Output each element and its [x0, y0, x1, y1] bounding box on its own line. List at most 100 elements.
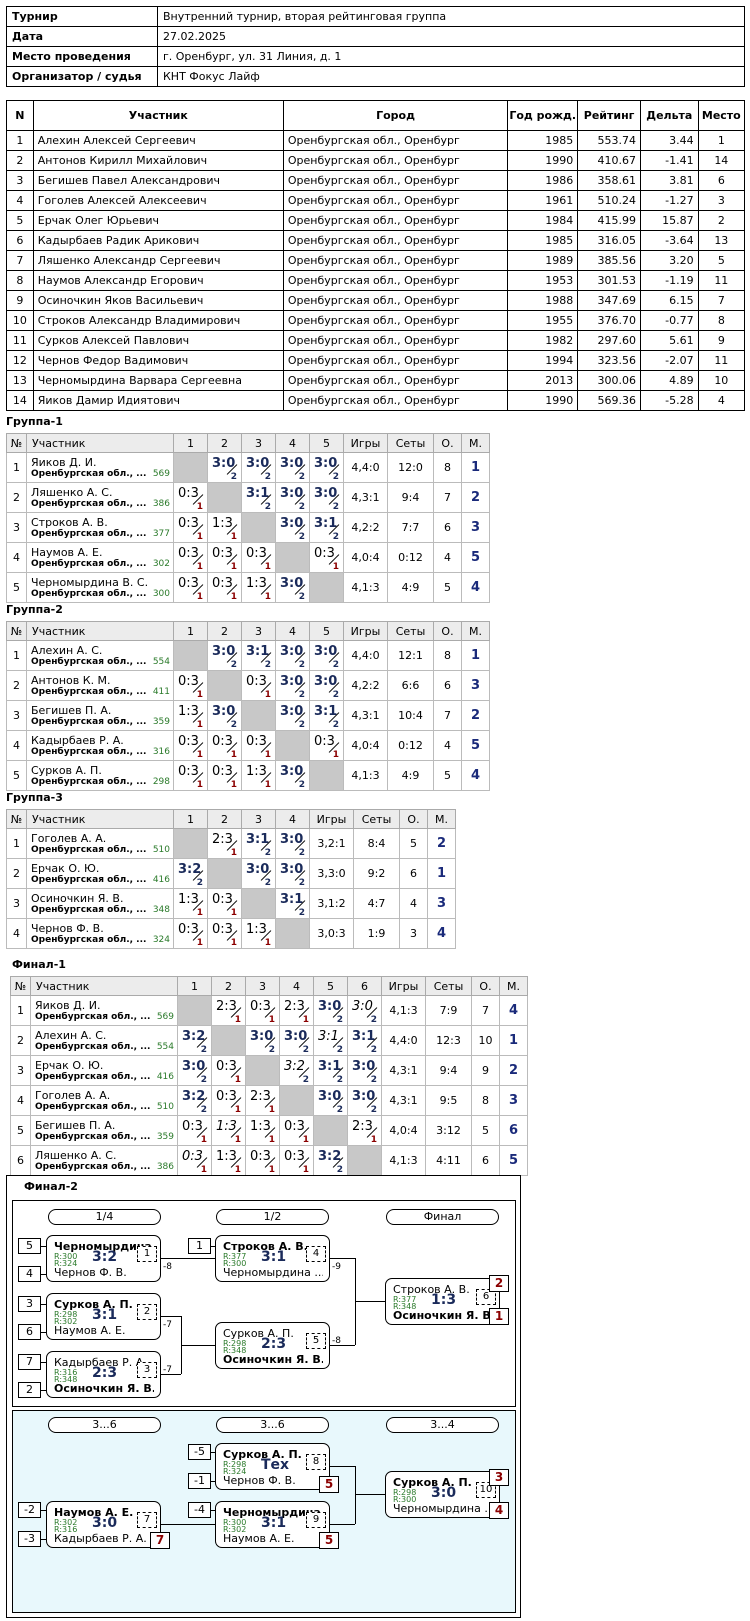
score-cell: 3:0 2	[241, 858, 276, 889]
cell-participant: Яиков Д. И. Оренбургская обл., ... 569	[26, 452, 174, 483]
player-city: Оренбургская обл., ...	[35, 1162, 151, 1172]
score-points: 1	[332, 750, 339, 760]
header-games: Игры	[309, 809, 354, 829]
player-b-name: Чернов Ф. В.	[54, 1266, 127, 1279]
cell-sets: 0:12	[387, 730, 434, 761]
score-points: 2	[264, 878, 271, 888]
score-cell: 3:0 2	[309, 670, 344, 701]
score-value: 0:3	[212, 922, 233, 937]
cell-participant: Ерчак О. Ю. Оренбургская обл., ... 416	[30, 1055, 178, 1086]
cell-year: 1990	[507, 390, 579, 411]
player-city: Оренбургская обл., ...	[35, 1012, 151, 1022]
match-number: 9	[306, 1512, 326, 1528]
cell-delta: -5.28	[640, 390, 699, 411]
score-points: 1	[234, 1075, 241, 1085]
player-rating: 510	[152, 845, 170, 855]
score-value: 0:3	[178, 576, 199, 591]
cell-points: 7	[433, 482, 462, 513]
player-name: Ляшенко А. С.	[35, 1149, 117, 1162]
score-points: 1	[264, 750, 271, 760]
group-table: № Участник 1 2 3 4 Игры Сеты О. М. 1 Гоголев А. А. О…	[6, 809, 456, 949]
score-points: 1	[196, 750, 203, 760]
score-points: 2	[264, 472, 271, 482]
cell-number: 5	[6, 210, 34, 231]
cell-points: 4	[433, 730, 462, 761]
cell-points: 5	[471, 1115, 500, 1146]
cell-delta: 4.89	[640, 370, 699, 391]
score-value: 3:0	[280, 576, 304, 591]
cell-number: 6	[10, 1145, 31, 1176]
score-points: 1	[200, 1135, 207, 1145]
cell-delta: -2.07	[640, 350, 699, 371]
cell-participant: Строков А. В. Оренбургская обл., ... 377	[26, 512, 174, 543]
player-a-rating: R:302	[54, 1518, 78, 1527]
cell-number: 4	[6, 918, 27, 949]
cell-points: 5	[433, 572, 462, 603]
table-row: 1 Алехин Алексей Сергеевич Оренбургская об…	[6, 130, 746, 151]
score-points: 1	[264, 592, 271, 602]
header-opponent: 3	[245, 976, 280, 996]
table-row: 3 Бегишев П. А. Оренбургская обл., ... 359 1…	[6, 700, 490, 731]
player-a-name: Черномырдина ...	[223, 1506, 323, 1519]
diagonal-cell	[241, 512, 276, 543]
table-row: 4 Чернов Ф. В. Оренбургская обл., ... 324 0:…	[6, 918, 456, 949]
score-value: 3:2	[178, 862, 202, 877]
player-city: Оренбургская обл., ...	[31, 845, 147, 855]
cell-place: 3	[697, 190, 746, 211]
score-value: 1:3	[246, 922, 267, 937]
cell-sets: 12:1	[387, 640, 434, 671]
cell-participant: Бегишев П. А. Оренбургская обл., ... 359	[26, 700, 174, 731]
score-value: 3:0	[314, 674, 338, 689]
score-cell: 3:0 2	[245, 1025, 280, 1056]
player-a-name: Сурков А. П.	[393, 1476, 472, 1489]
score-value: 3:1	[314, 704, 338, 719]
player-name: Гоголев А. А.	[35, 1089, 111, 1102]
player-b-rating: R:324	[223, 1467, 247, 1476]
connector-line	[41, 1304, 46, 1305]
score-cell: 0:3 1	[173, 760, 208, 791]
place-box: 4	[489, 1502, 509, 1519]
connector-line	[330, 1524, 355, 1525]
cell-number: 5	[6, 572, 27, 603]
score-cell: 3:0 2	[347, 995, 382, 1026]
player-b-rating: R:316	[54, 1525, 78, 1534]
seed-box: 5	[18, 1238, 41, 1254]
score-value: 3:0	[314, 644, 338, 659]
cell-place: 8	[697, 310, 746, 331]
match-number: 10	[476, 1482, 496, 1498]
table-row: 5 Сурков А. П. Оренбургская обл., ... 298 0:…	[6, 760, 490, 791]
player-a-name: Строков А. В.	[223, 1240, 308, 1253]
score-cell: 3:0 2	[347, 1055, 382, 1086]
score-points: 2	[298, 532, 305, 542]
score-cell: 3:1 2	[309, 700, 344, 731]
cell-points: 10	[471, 1025, 500, 1056]
cell-participant: Антонов К. М. Оренбургская обл., ... 411	[26, 670, 174, 701]
score-points: 1	[234, 1015, 241, 1025]
score-value: 3:1	[352, 1029, 376, 1044]
player-rating: 359	[156, 1132, 174, 1142]
cell-points: 8	[433, 452, 462, 483]
score-cell: 3:0 2	[309, 452, 344, 483]
cell-year: 1989	[507, 250, 579, 271]
score-value: 3:0	[246, 456, 270, 471]
cell-points: 4	[399, 888, 428, 919]
diagonal-cell	[245, 1055, 280, 1086]
player-a-rating: R:298	[223, 1339, 247, 1348]
cell-points: 5	[433, 760, 462, 791]
connector-line	[330, 1345, 355, 1346]
cell-year: 1985	[507, 130, 579, 151]
match-score: 3:1	[92, 1307, 118, 1323]
score-value: 0:3	[182, 1149, 203, 1164]
player-b-rating: R:300	[223, 1259, 247, 1268]
header-games: Игры	[343, 621, 388, 641]
score-points: 1	[196, 938, 203, 948]
cell-city: Оренбургская обл., Оренбург	[282, 210, 509, 231]
cell-year: 1986	[507, 170, 579, 191]
score-points: 1	[264, 690, 271, 700]
score-cell: 3:0 2	[275, 572, 310, 603]
cell-rating: 415.99	[577, 210, 641, 231]
score-value: 0:3	[212, 734, 233, 749]
cell-number: 1	[6, 640, 27, 671]
match-box: Кадырбаев Р. А. R:316 R:348 Осиночкин Я. В.…	[46, 1351, 161, 1398]
cell-delta: 5.61	[640, 330, 699, 351]
